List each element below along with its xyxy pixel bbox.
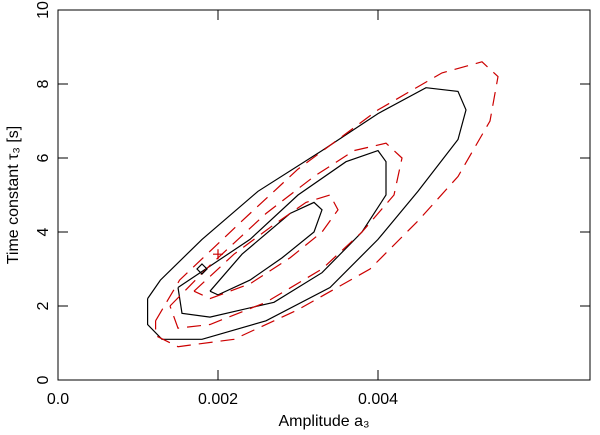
y-tick-label: 0 (35, 375, 52, 384)
y-tick-label: 8 (35, 79, 52, 88)
contour-line (147, 87, 467, 340)
y-tick-label: 4 (35, 227, 52, 236)
contour-line (155, 61, 499, 348)
x-tick-label: 0.004 (358, 391, 398, 408)
x-tick-label: 0.0 (47, 391, 69, 408)
contour-line (169, 142, 403, 329)
x-tick-label: 0.002 (198, 391, 238, 408)
contour-line (209, 201, 323, 296)
contour-line (193, 194, 339, 300)
y-axis-label: Time constant τ₃ [s] (5, 126, 22, 265)
y-tick-label: 6 (35, 153, 52, 162)
plot-frame (57, 9, 591, 381)
y-tick-label: 2 (35, 301, 52, 310)
y-tick-label: 10 (35, 1, 52, 19)
plus-marker (213, 249, 223, 260)
contour-line (177, 149, 387, 318)
diamond-marker (196, 263, 208, 275)
x-axis-label: Amplitude a₃ (278, 413, 369, 430)
